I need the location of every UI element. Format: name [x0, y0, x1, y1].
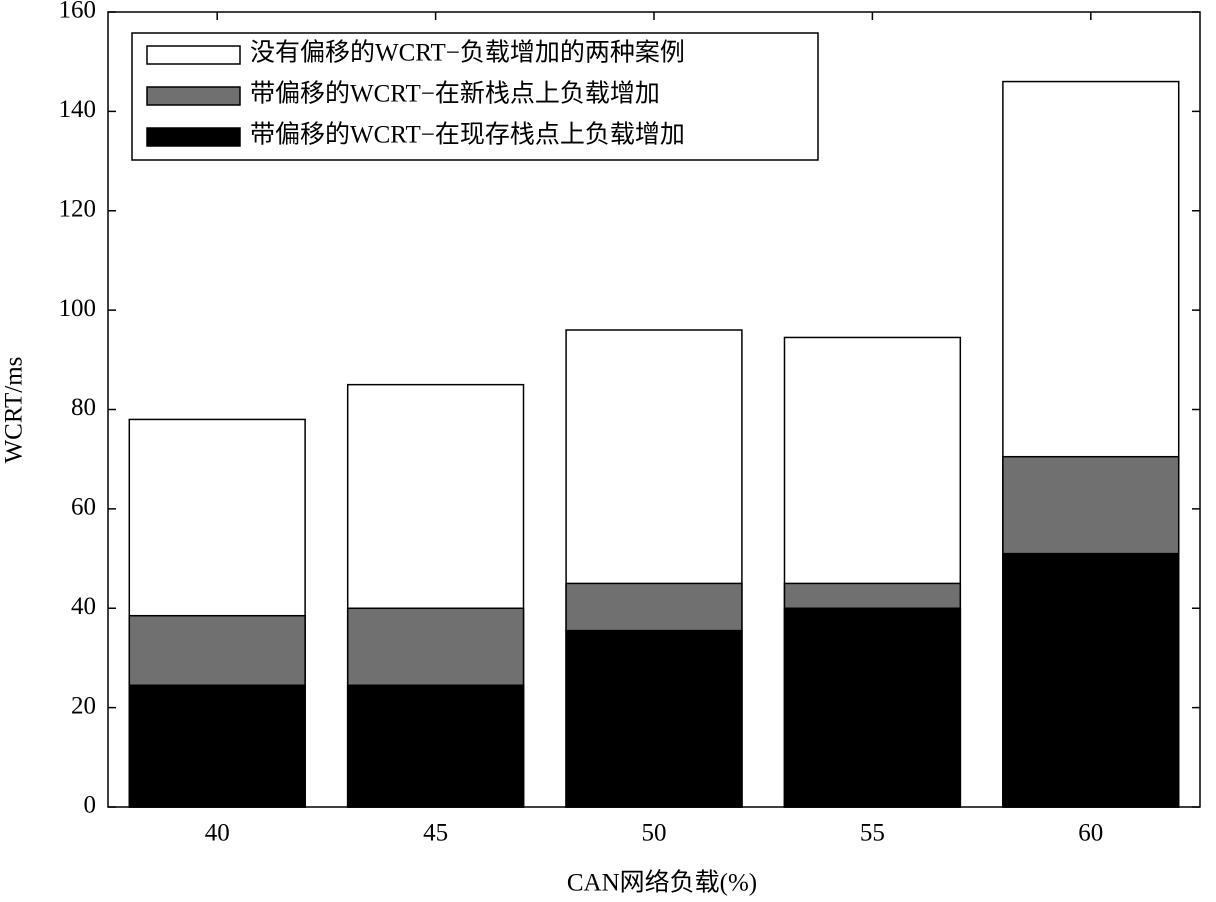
y-tick-label: 80: [71, 394, 96, 421]
legend-swatch: [146, 86, 241, 106]
y-tick-label: 60: [71, 494, 96, 521]
legend-label: 没有偏移的WCRT−负载增加的两种案例: [250, 39, 685, 67]
y-tick-label: 160: [59, 0, 97, 24]
x-tick-label: 45: [423, 820, 448, 847]
bar: [128, 684, 306, 808]
y-tick-label: 140: [59, 96, 97, 123]
x-tick-label: 60: [1078, 820, 1103, 847]
legend-swatch: [146, 45, 241, 65]
legend-label: 带偏移的WCRT−在新栈点上负载增加: [250, 80, 660, 108]
x-tick-label: 55: [860, 820, 885, 847]
x-tick-label: 50: [642, 820, 667, 847]
x-tick-label: 40: [205, 820, 230, 847]
bar: [1002, 552, 1180, 808]
y-tick-label: 40: [71, 593, 96, 620]
bar: [783, 607, 962, 808]
y-tick-label: 0: [84, 792, 97, 819]
legend-swatch: [146, 127, 241, 147]
x-axis-label: CAN网络负载(%): [567, 869, 757, 897]
bar: [565, 629, 743, 808]
y-tick-label: 120: [59, 195, 97, 222]
y-tick-label: 20: [71, 692, 96, 719]
legend-label: 带偏移的WCRT−在现存栈点上负载增加: [250, 121, 685, 149]
bar: [346, 684, 525, 808]
y-tick-label: 100: [59, 295, 97, 322]
y-axis-label: WCRT/ms: [1, 357, 28, 464]
legend-box: [131, 32, 819, 161]
